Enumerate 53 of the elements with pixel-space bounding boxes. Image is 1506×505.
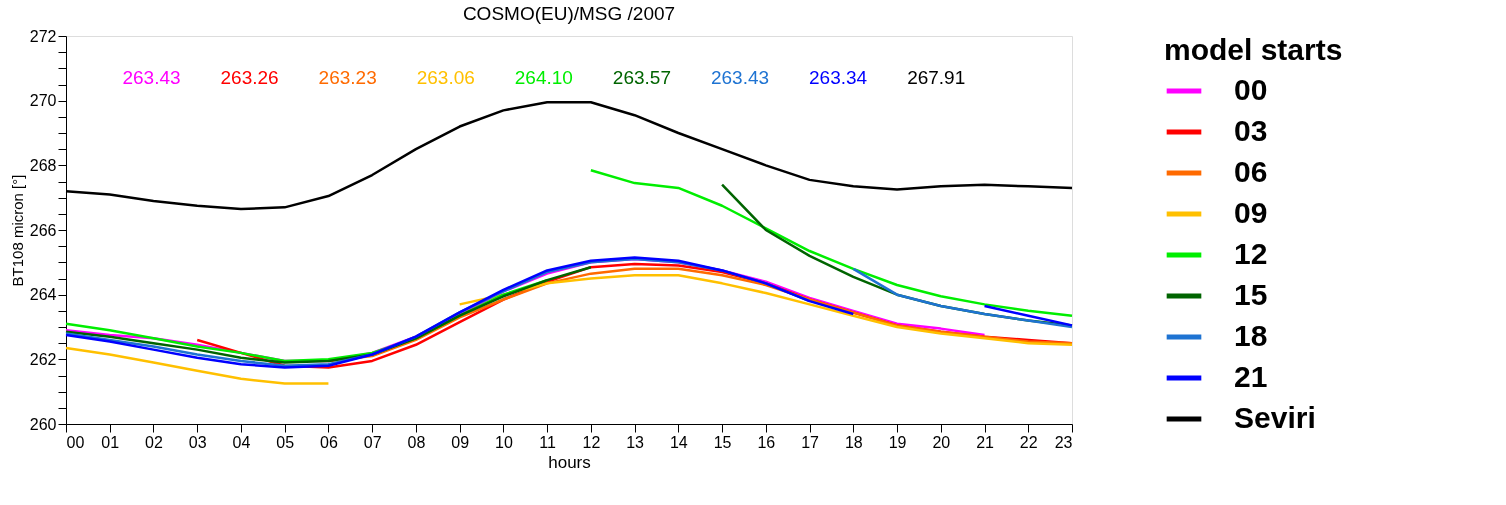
chart-title: COSMO(EU)/MSG /2007	[462, 3, 676, 24]
legend-label: Seviri	[1234, 401, 1316, 434]
annotation: 263.57	[612, 67, 671, 88]
y-tick-label: 262	[29, 350, 57, 368]
x-tick-label: 14	[669, 433, 688, 451]
legend-label: 03	[1234, 114, 1268, 147]
y-tick-label: 272	[29, 27, 57, 45]
x-tick-label: 21	[976, 433, 995, 451]
legend-title: model starts	[1164, 33, 1343, 66]
y-tick-label: 260	[29, 415, 57, 433]
x-tick-label: 10	[494, 433, 513, 451]
y-tick-label: 270	[29, 92, 57, 110]
legend-label: 21	[1234, 360, 1268, 393]
x-tick-label: 16	[757, 433, 776, 451]
annotation: 263.26	[220, 67, 279, 88]
x-tick-label: 00	[66, 433, 85, 451]
x-tick-label: 22	[1019, 433, 1038, 451]
x-tick-label: 01	[101, 433, 120, 451]
annotation: 267.91	[907, 67, 966, 88]
x-tick-label: 03	[188, 433, 207, 451]
annotation: 264.10	[514, 67, 573, 88]
y-tick-label: 266	[29, 221, 57, 239]
legend-label: 00	[1234, 73, 1268, 106]
x-tick-label: 07	[363, 433, 382, 451]
x-tick-label: 19	[888, 433, 907, 451]
x-tick-label: 13	[626, 433, 645, 451]
y-axis-title: BT108 micron [°]	[8, 174, 26, 287]
legend-label: 12	[1234, 237, 1268, 270]
x-tick-label: 23	[1054, 433, 1073, 451]
x-tick-label: 04	[232, 433, 251, 451]
x-tick-label: 02	[145, 433, 163, 451]
x-tick-label: 09	[451, 433, 470, 451]
annotation: 263.34	[809, 67, 868, 88]
legend-label: 18	[1234, 319, 1268, 352]
annotation: 263.23	[318, 67, 377, 88]
x-tick-label: 15	[713, 433, 732, 451]
x-tick-label: 11	[539, 433, 557, 451]
x-tick-label: 18	[844, 433, 863, 451]
x-tick-label: 17	[801, 433, 820, 451]
x-tick-label: 06	[320, 433, 338, 451]
x-tick-label: 12	[582, 433, 601, 451]
x-tick-label: 08	[407, 433, 426, 451]
annotation: 263.43	[122, 67, 181, 88]
annotation: 263.43	[710, 67, 770, 88]
legend-label: 15	[1234, 278, 1268, 311]
y-tick-label: 264	[29, 286, 57, 304]
y-tick-label: 268	[29, 156, 57, 174]
legend-label: 09	[1234, 196, 1268, 229]
annotation: 263.06	[416, 67, 475, 88]
legend-label: 06	[1234, 155, 1268, 188]
x-tick-label: 05	[276, 433, 295, 451]
x-axis-title: hours	[548, 452, 591, 472]
x-tick-label: 20	[932, 433, 951, 451]
